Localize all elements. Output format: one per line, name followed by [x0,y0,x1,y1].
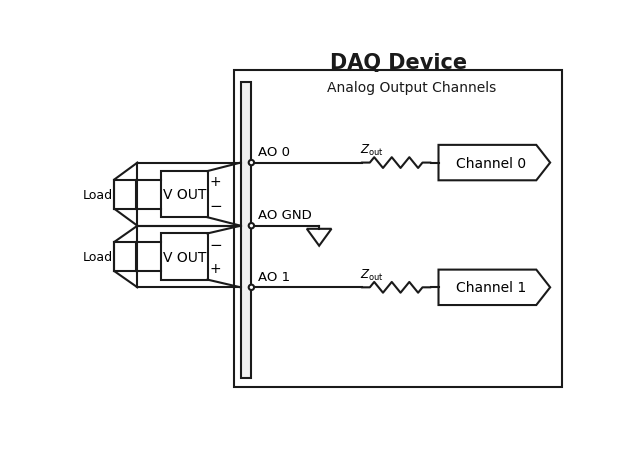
Circle shape [249,161,254,166]
Polygon shape [162,234,208,280]
Text: V OUT: V OUT [163,188,206,202]
Text: AO 1: AO 1 [257,270,290,283]
Text: Channel 1: Channel 1 [456,281,526,295]
Text: +: + [209,175,221,189]
Text: AO GND: AO GND [257,209,311,221]
Text: AO 0: AO 0 [257,146,290,159]
Text: Channel 0: Channel 0 [456,156,526,170]
Text: $Z_\mathregular{out}$: $Z_\mathregular{out}$ [360,267,384,282]
Polygon shape [439,270,550,305]
Text: −: − [209,198,221,213]
Circle shape [249,224,254,229]
Text: Load: Load [83,250,113,263]
Text: +: + [209,262,221,276]
Text: −: − [209,237,221,252]
Text: V OUT: V OUT [163,250,206,264]
Text: DAQ Device: DAQ Device [330,53,467,73]
Polygon shape [439,146,550,181]
Text: $Z_\mathregular{out}$: $Z_\mathregular{out}$ [360,143,384,158]
Polygon shape [114,180,136,209]
Circle shape [249,285,254,290]
Text: Load: Load [83,188,113,201]
Polygon shape [162,172,208,218]
Polygon shape [240,83,251,378]
Polygon shape [114,242,136,272]
Text: Analog Output Channels: Analog Output Channels [327,81,496,95]
